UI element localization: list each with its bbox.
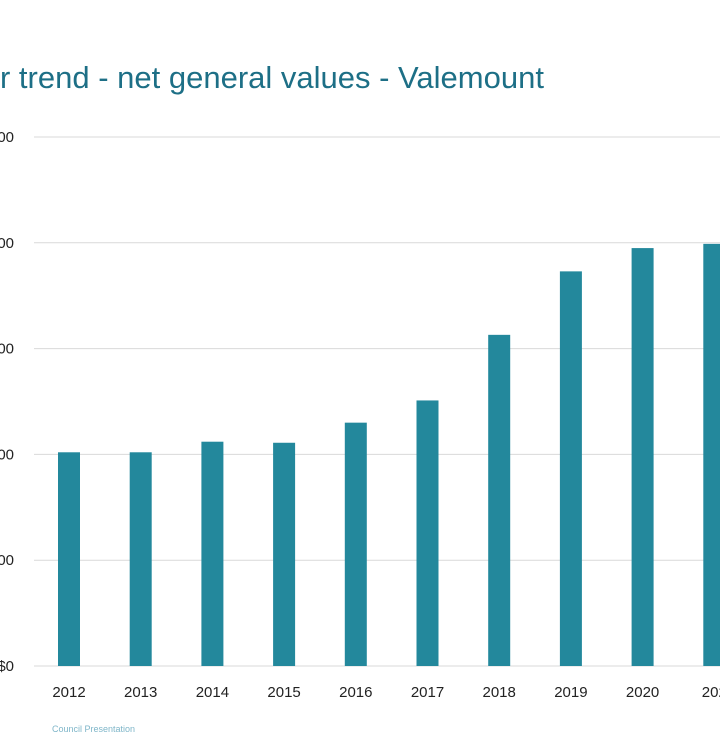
bar <box>559 271 582 666</box>
bar <box>703 243 720 666</box>
x-tick-label: 2014 <box>196 684 229 701</box>
y-tick-label: 00 <box>0 235 14 252</box>
bar <box>488 334 511 666</box>
y-tick-label: 00 <box>0 129 14 146</box>
y-tick-label: 00 <box>0 446 14 463</box>
x-tick-label: 2019 <box>554 684 587 701</box>
x-tick-label: 2020 <box>626 684 659 701</box>
x-tick-label: 2012 <box>52 684 85 701</box>
chart-title: r trend - net general values - Valemount <box>0 60 544 95</box>
bar-chart: $0 00 00 00 00 00 2012 2013 2014 2015 2016 2017 2018… <box>0 129 720 701</box>
x-tick-label: 2015 <box>267 684 300 701</box>
bar <box>58 452 80 666</box>
x-tick-label: 2013 <box>124 684 157 701</box>
x-tick-label: 2018 <box>483 684 516 701</box>
bar <box>273 442 296 666</box>
footer-caption: Council Presentation <box>52 724 136 734</box>
x-tick-label: 2016 <box>339 684 372 701</box>
x-tick-label: 202 <box>702 684 720 701</box>
y-tick-label: 00 <box>0 341 14 358</box>
y-tick-label: $0 <box>0 658 14 675</box>
bar <box>344 422 367 666</box>
bar <box>416 400 439 666</box>
bar <box>631 248 654 666</box>
x-tick-label: 2017 <box>411 684 444 701</box>
bar <box>201 441 224 666</box>
y-tick-label: 00 <box>0 552 14 569</box>
bar <box>129 452 152 666</box>
